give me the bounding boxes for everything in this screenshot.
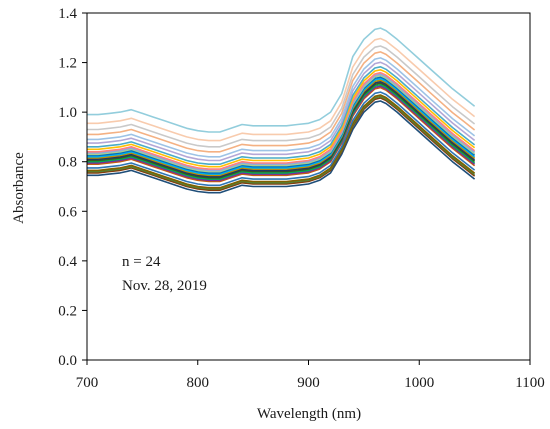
series-line-24	[87, 27, 476, 133]
y-tick-label: 0.6	[58, 204, 77, 220]
series-line-1	[87, 100, 476, 194]
series-lines	[87, 27, 476, 194]
series-line-20	[87, 57, 476, 158]
series-line-10	[87, 80, 476, 178]
date-annotation: Nov. 28, 2019	[122, 278, 207, 294]
x-tick-label: 700	[76, 375, 99, 391]
series-line-11	[87, 79, 476, 177]
series-line-9	[87, 82, 476, 179]
series-line-16	[87, 71, 476, 170]
series-line-23	[87, 37, 476, 142]
x-axis-title: Wavelength (nm)	[257, 406, 361, 422]
series-line-7	[87, 85, 476, 182]
y-tick-label: 1.4	[58, 6, 77, 22]
x-tick-label: 1000	[404, 375, 434, 391]
x-axis-ticks: 700 800 900 1000 1100	[76, 360, 545, 391]
series-line-14	[87, 74, 476, 173]
sample-count-annotation: n = 24	[122, 254, 161, 270]
y-tick-label: 0.2	[58, 303, 77, 319]
y-tick-label: 1.0	[58, 105, 77, 121]
series-line-18	[87, 66, 476, 165]
series-line-21	[87, 51, 476, 153]
plot-area-frame	[86, 12, 531, 361]
series-line-22	[87, 45, 476, 148]
y-axis-title: Absorbance	[11, 152, 27, 224]
series-line-3	[87, 95, 476, 190]
x-tick-label: 900	[297, 375, 320, 391]
series-line-2	[87, 97, 476, 191]
series-line-8	[87, 83, 476, 180]
series-line-12	[87, 77, 476, 175]
series-line-6	[87, 86, 476, 183]
series-line-4	[87, 94, 476, 189]
y-tick-label: 0.4	[58, 254, 77, 270]
y-tick-label: 0.0	[58, 353, 77, 369]
series-line-13	[87, 76, 476, 174]
series-line-19	[87, 61, 476, 162]
series-line-5	[87, 91, 476, 187]
series-line-15	[87, 73, 476, 172]
y-tick-label: 0.8	[58, 155, 77, 171]
y-axis-ticks: 0.0 0.2 0.4 0.6 0.8 1.0 1.2 1.4	[58, 6, 87, 369]
series-line-17	[87, 69, 476, 168]
x-tick-label: 1100	[515, 375, 544, 391]
x-tick-label: 800	[187, 375, 210, 391]
y-tick-label: 1.2	[58, 56, 77, 72]
